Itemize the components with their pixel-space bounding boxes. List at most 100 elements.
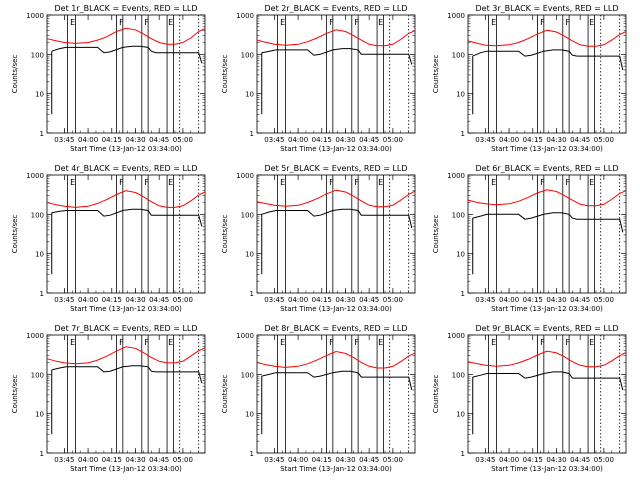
x-tick-label: 04:45 [149,296,169,304]
chart-panel-1: Det 1r_BLACK = Events, RED = LLD 1 10 100 10… [11,4,206,153]
x-tick-label: 04:30 [546,456,566,464]
x-tick-label: 03:45 [264,456,284,464]
x-tick-label: 04:30 [125,296,145,304]
x-tick-label: 04:30 [335,136,355,144]
series-line-events [51,365,203,384]
chart-panel-4: Det 4r_BLACK = Events, RED = LLD 1 10 100 10… [11,164,206,313]
series-line-lld [467,350,627,368]
x-tick-label: 04:15 [312,296,332,304]
x-tick-label: 04:00 [78,136,98,144]
x-tick-label: 04:15 [523,456,543,464]
y-tick-label: 1 [461,290,465,298]
y-axis-label: Counts/sec [221,55,229,94]
y-tick-label: 1000 [236,172,254,180]
y-axis-label: Counts/sec [432,375,440,414]
x-tick-label: 04:15 [312,456,332,464]
x-tick-label: 03:45 [475,136,495,144]
x-axis-label: Start Time (13-Jan-12 03:34:00) [70,145,182,153]
x-tick-label: 04:15 [523,296,543,304]
y-tick-label: 1 [40,450,44,458]
y-axis-label: Counts/sec [11,215,19,254]
y-tick-label: 10 [35,91,44,99]
x-tick-label: 05:00 [594,296,614,304]
x-tick-label: 04:15 [312,136,332,144]
x-tick-label: 04:00 [499,296,519,304]
y-tick-label: 100 [241,211,254,219]
chart-title: Det 6r_BLACK = Events, RED = LLD [475,164,618,173]
chart-title: Det 7r_BLACK = Events, RED = LLD [54,324,197,333]
plot-frame [46,14,206,134]
marker-label: F [329,178,334,187]
x-tick-label: 04:15 [102,136,122,144]
y-tick-label: 1000 [447,172,465,180]
x-tick-label: 05:00 [173,456,193,464]
x-tick-label: 05:00 [594,136,614,144]
marker-label: E [280,18,285,27]
series-line-events [261,48,413,65]
y-axis-label: Counts/sec [221,375,229,414]
y-tick-label: 10 [245,91,254,99]
marker-label: E [378,178,383,187]
marker-label: E [280,338,285,347]
series-line-lld [46,190,206,208]
series-line-events [472,49,624,71]
y-tick-label: 100 [31,51,44,59]
plot-frame [46,334,206,454]
y-tick-label: 100 [452,371,465,379]
marker-label: F [354,18,359,27]
x-tick-label: 04:30 [546,136,566,144]
marker-label: F [119,178,124,187]
plot-frame [467,334,627,454]
x-tick-label: 03:45 [475,456,495,464]
plot-frame [256,14,416,134]
chart-title: Det 8r_BLACK = Events, RED = LLD [264,324,407,333]
x-tick-label: 04:00 [499,456,519,464]
plot-frame [46,174,206,294]
y-axis-label: Counts/sec [432,215,440,254]
x-tick-label: 05:00 [173,296,193,304]
marker-label: F [119,338,124,347]
series-line-lld [467,189,627,207]
x-tick-label: 04:15 [523,136,543,144]
marker-label: F [565,338,570,347]
x-tick-label: 04:45 [570,296,590,304]
y-tick-label: 1000 [236,12,254,20]
x-axis-label: Start Time (13-Jan-12 03:34:00) [280,305,392,313]
marker-label: E [589,178,594,187]
y-tick-label: 100 [452,51,465,59]
marker-label: F [565,18,570,27]
x-tick-label: 04:45 [149,456,169,464]
x-tick-label: 04:00 [78,456,98,464]
series-line-events [261,208,413,229]
y-tick-label: 100 [452,211,465,219]
x-tick-label: 04:00 [288,136,308,144]
series-line-events [472,212,624,233]
chart-title: Det 3r_BLACK = Events, RED = LLD [475,4,618,13]
marker-label: F [144,18,149,27]
x-tick-label: 04:00 [288,296,308,304]
y-tick-label: 1000 [236,332,254,340]
x-tick-label: 04:45 [570,136,590,144]
x-tick-label: 04:30 [125,136,145,144]
plot-frame [467,14,627,134]
marker-label: F [329,338,334,347]
y-tick-label: 10 [245,251,254,259]
series-line-lld [256,350,416,369]
marker-label: E [168,178,173,187]
y-tick-label: 100 [241,51,254,59]
x-tick-label: 05:00 [383,136,403,144]
marker-label: E [70,18,75,27]
marker-label: E [70,338,75,347]
y-tick-label: 1000 [447,332,465,340]
marker-label: F [119,18,124,27]
x-tick-label: 04:30 [125,456,145,464]
marker-label: E [491,338,496,347]
x-tick-label: 03:45 [54,456,74,464]
marker-label: E [491,18,496,27]
marker-label: E [589,18,594,27]
series-line-lld [256,189,416,208]
x-tick-label: 04:00 [288,456,308,464]
series-line-events [51,45,203,64]
x-axis-label: Start Time (13-Jan-12 03:34:00) [280,145,392,153]
